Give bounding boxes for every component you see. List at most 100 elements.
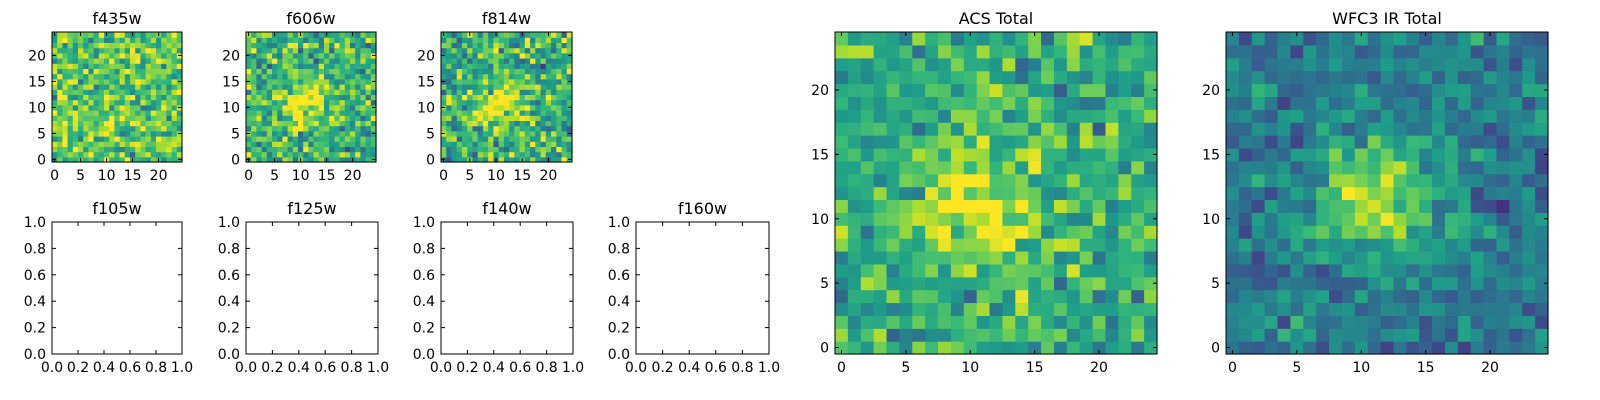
heatmap-cell	[950, 315, 965, 329]
heatmap-cell	[57, 42, 63, 49]
heatmap-cell	[950, 70, 965, 85]
heatmap-cell	[1483, 83, 1498, 97]
heatmap-cell	[1367, 160, 1382, 175]
heatmap-cell	[365, 42, 372, 49]
heatmap-cell	[873, 238, 888, 252]
heatmap-cell	[950, 225, 965, 239]
heatmap-cell	[1066, 83, 1081, 97]
heatmap-cell	[1367, 70, 1382, 85]
heatmap-cell	[1341, 160, 1356, 175]
heatmap-cell	[272, 52, 278, 59]
heatmap-cell	[355, 58, 361, 64]
heatmap-cell	[519, 47, 526, 54]
y-tick-label: 0.2	[24, 321, 46, 337]
heatmap-cell	[1522, 250, 1536, 265]
heatmap-cell	[277, 68, 283, 75]
heatmap-cell	[350, 136, 356, 142]
heatmap-cell	[145, 151, 152, 158]
heatmap-cell	[313, 99, 320, 106]
heatmap-cell	[1406, 70, 1420, 85]
heatmap-cell	[519, 141, 526, 147]
heatmap-cell	[1264, 70, 1279, 85]
heatmap-cell	[150, 58, 157, 64]
heatmap-cell	[313, 32, 320, 38]
heatmap-cell	[551, 73, 557, 80]
heatmap-cell	[524, 141, 531, 147]
heatmap-cell	[1226, 238, 1240, 252]
heatmap-cell	[135, 99, 141, 106]
heatmap-cell	[67, 32, 74, 38]
heatmap-cell	[1277, 147, 1291, 162]
heatmap-cell	[493, 42, 500, 49]
heatmap-cell	[561, 94, 568, 101]
heatmap-cell	[161, 146, 167, 153]
heatmap-cell	[52, 125, 58, 132]
heatmap-cell	[67, 115, 74, 121]
heatmap-cell	[1238, 238, 1253, 252]
heatmap-cell	[1092, 173, 1107, 188]
heatmap-cell	[1290, 32, 1304, 46]
heatmap-cell	[1053, 147, 1068, 162]
heatmap-cell	[1406, 147, 1420, 162]
heatmap-cell	[62, 99, 69, 106]
heatmap-cell	[461, 47, 468, 54]
heatmap-cell	[477, 32, 484, 38]
heatmap-cell	[493, 52, 500, 59]
heatmap-cell	[456, 42, 463, 49]
y-tick-label: 5	[820, 276, 829, 292]
heatmap-cell	[298, 104, 304, 111]
heatmap-cell	[334, 115, 341, 121]
heatmap-cell	[251, 58, 257, 64]
heatmap-cell	[93, 120, 100, 127]
heatmap-cell	[261, 89, 268, 95]
heatmap-cell	[509, 136, 515, 142]
heatmap-cell	[441, 89, 447, 95]
heatmap-cell	[1406, 289, 1420, 304]
heatmap-cell	[1444, 328, 1459, 342]
heatmap-cell	[488, 130, 494, 137]
heatmap-cell	[989, 57, 1004, 72]
heatmap-cell	[62, 73, 69, 80]
heatmap-cell	[370, 99, 377, 106]
heatmap-cell	[329, 151, 335, 158]
heatmap-cell	[1367, 302, 1382, 316]
heatmap-cell	[261, 84, 268, 90]
heatmap-cell	[1002, 315, 1016, 329]
heatmap-cell	[467, 52, 474, 59]
heatmap-cell	[461, 37, 468, 43]
heatmap-cell	[161, 58, 167, 64]
heatmap-cell	[1002, 225, 1016, 239]
heatmap-cell	[467, 110, 474, 116]
heatmap-cell	[1470, 302, 1485, 316]
heatmap-cell	[1316, 302, 1330, 316]
heatmap-cell	[365, 32, 372, 38]
heatmap-cell	[52, 110, 58, 116]
heatmap-cell	[451, 68, 458, 75]
heatmap-cell	[266, 151, 273, 158]
heatmap-cell	[1131, 147, 1145, 162]
heatmap-cell	[1457, 32, 1472, 46]
heatmap-cell	[156, 84, 162, 90]
heatmap-cell	[1092, 32, 1107, 46]
heatmap-cell	[503, 89, 510, 95]
heatmap-cell	[1105, 250, 1119, 265]
heatmap-cell	[1092, 96, 1107, 110]
heatmap-cell	[976, 238, 991, 252]
heatmap-cell	[551, 136, 557, 142]
heatmap-cell	[67, 120, 74, 127]
heatmap-cell	[461, 63, 468, 69]
heatmap-cell	[1367, 238, 1382, 252]
heatmap-cell	[1316, 212, 1330, 226]
heatmap-cell	[114, 94, 121, 101]
heatmap-cell	[67, 68, 74, 75]
heatmap-cell	[308, 94, 315, 101]
heatmap-cell	[287, 73, 294, 80]
heatmap-cell	[488, 125, 494, 132]
heatmap-cell	[1264, 83, 1279, 97]
heatmap-cell	[313, 156, 320, 163]
heatmap-cell	[1079, 315, 1094, 329]
heatmap-cell	[176, 141, 183, 147]
heatmap-cell	[266, 52, 273, 59]
heatmap-cell	[925, 135, 939, 149]
heatmap-cell	[1079, 173, 1094, 188]
